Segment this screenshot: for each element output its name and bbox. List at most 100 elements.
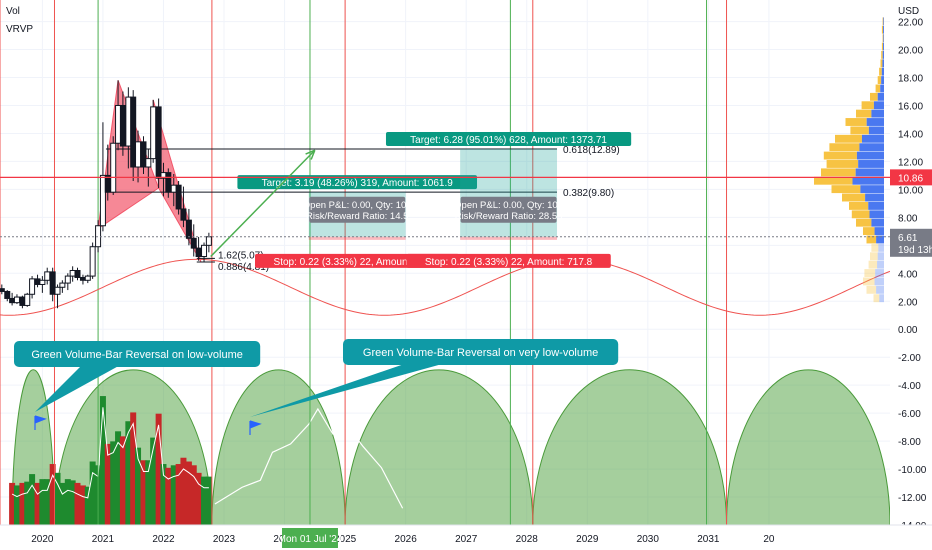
candle[interactable]	[29, 276, 36, 299]
vrvp-bar-up	[863, 227, 875, 236]
candle[interactable]	[59, 280, 66, 293]
candle[interactable]	[49, 267, 56, 302]
candle-body	[29, 278, 36, 295]
projection-arrowhead	[305, 149, 316, 160]
price-lines	[0, 176, 890, 238]
candle[interactable]	[195, 236, 202, 261]
candles	[0, 80, 212, 309]
vrvp-bar-down	[875, 269, 884, 277]
price-tick-label: -12.00	[898, 493, 927, 504]
volume-indicator-label[interactable]: Vol	[6, 6, 20, 17]
candle-body	[140, 141, 147, 168]
candle[interactable]	[34, 274, 41, 288]
candle[interactable]	[165, 168, 172, 198]
volume-bar	[165, 467, 172, 525]
vrvp-bar-down	[873, 101, 884, 110]
volume-ma-line	[11, 407, 209, 499]
vrvp-bar-up	[850, 126, 869, 135]
price-tick-label: 18.00	[898, 74, 923, 85]
candle[interactable]	[54, 284, 61, 309]
candle[interactable]	[64, 273, 71, 291]
candle-body	[24, 293, 31, 306]
currency-label: USD	[898, 6, 919, 17]
candle[interactable]	[89, 242, 96, 279]
long-positions: Target: 3.19 (48.26%) 319, Amount: 1061.…	[210, 131, 632, 268]
position-loss-zone[interactable]	[460, 236, 558, 240]
vrvp-bar-down	[874, 277, 884, 286]
vrvp-bar-down	[882, 50, 884, 59]
callout-very-low-volume-box[interactable]	[343, 339, 619, 365]
candle[interactable]	[69, 266, 76, 282]
candle[interactable]	[13, 294, 20, 305]
volume-bar	[175, 464, 182, 525]
candle[interactable]	[44, 267, 51, 285]
price-tick-label: 0.00	[898, 325, 918, 336]
cycle-arc	[726, 369, 891, 526]
volume-bar	[89, 461, 96, 525]
candle[interactable]	[79, 274, 86, 285]
stop-label: Stop: 0.22 (3.33%) 22, Amount: 717.8	[274, 257, 442, 268]
candle[interactable]	[145, 148, 152, 187]
vrvp-bar-up	[879, 67, 882, 76]
volume-bar	[135, 447, 142, 525]
current-price-tag	[890, 228, 932, 257]
vrvp-indicator-label[interactable]: VRVP	[6, 24, 34, 35]
vrvp-bar-down	[883, 25, 884, 34]
candle-body	[59, 282, 66, 288]
volume-bar	[195, 472, 202, 525]
time-tick-label: 2028	[516, 534, 539, 545]
vrvp-bar-up	[881, 25, 884, 34]
vrvp-bar-up	[881, 50, 883, 59]
resistance-price-tag	[890, 169, 932, 186]
time-axis-bg	[0, 525, 932, 550]
position-stats-box	[309, 196, 406, 223]
candle-body	[125, 96, 132, 147]
candle[interactable]	[155, 98, 162, 188]
volume-bar	[190, 465, 197, 525]
vrvp-bar-down	[859, 143, 884, 152]
time-tick-label: 2025	[334, 534, 357, 545]
candle[interactable]	[130, 90, 137, 181]
candle-body	[150, 106, 157, 160]
resistance-price-label: 10.86	[898, 173, 923, 184]
candle-body	[155, 106, 162, 179]
candle[interactable]	[19, 295, 26, 309]
volume-bar	[115, 431, 122, 525]
position-profit-zone[interactable]	[460, 148, 558, 237]
candle[interactable]	[150, 99, 157, 163]
candle-body	[180, 208, 187, 221]
vrvp-bar-up	[823, 151, 857, 160]
volume-bar	[19, 482, 26, 525]
callout-very-low-volume-pointer	[250, 361, 453, 417]
vrvp-bar-up	[845, 118, 867, 126]
candle[interactable]	[9, 292, 16, 306]
volume-bar	[39, 479, 46, 525]
vrvp-bar-down	[876, 235, 884, 244]
callout-low-volume-box[interactable]	[14, 341, 261, 367]
candle[interactable]	[4, 290, 11, 302]
price-tick-label: -2.00	[898, 353, 921, 364]
candle[interactable]	[84, 274, 91, 284]
candle[interactable]	[205, 232, 212, 253]
candle[interactable]	[140, 136, 147, 175]
candle-body	[0, 288, 5, 292]
bar-countdown-label: 19d 13h	[898, 245, 932, 256]
position-loss-zone[interactable]	[308, 236, 406, 240]
candle[interactable]	[175, 180, 182, 215]
candle[interactable]	[0, 284, 5, 295]
candle[interactable]	[180, 186, 187, 228]
time-tick-label: 2022	[152, 534, 175, 545]
candle[interactable]	[201, 242, 208, 263]
price-axis-bg	[890, 0, 932, 550]
volume-bar	[49, 464, 56, 525]
candle[interactable]	[24, 292, 31, 307]
candle[interactable]	[185, 208, 192, 246]
vrvp-bar-up	[882, 34, 884, 43]
candle[interactable]	[190, 224, 197, 257]
candle[interactable]	[74, 267, 81, 281]
candle[interactable]	[95, 220, 102, 253]
price-tick-label: 4.00	[898, 269, 918, 280]
candle[interactable]	[39, 276, 46, 293]
candle[interactable]	[110, 136, 117, 195]
